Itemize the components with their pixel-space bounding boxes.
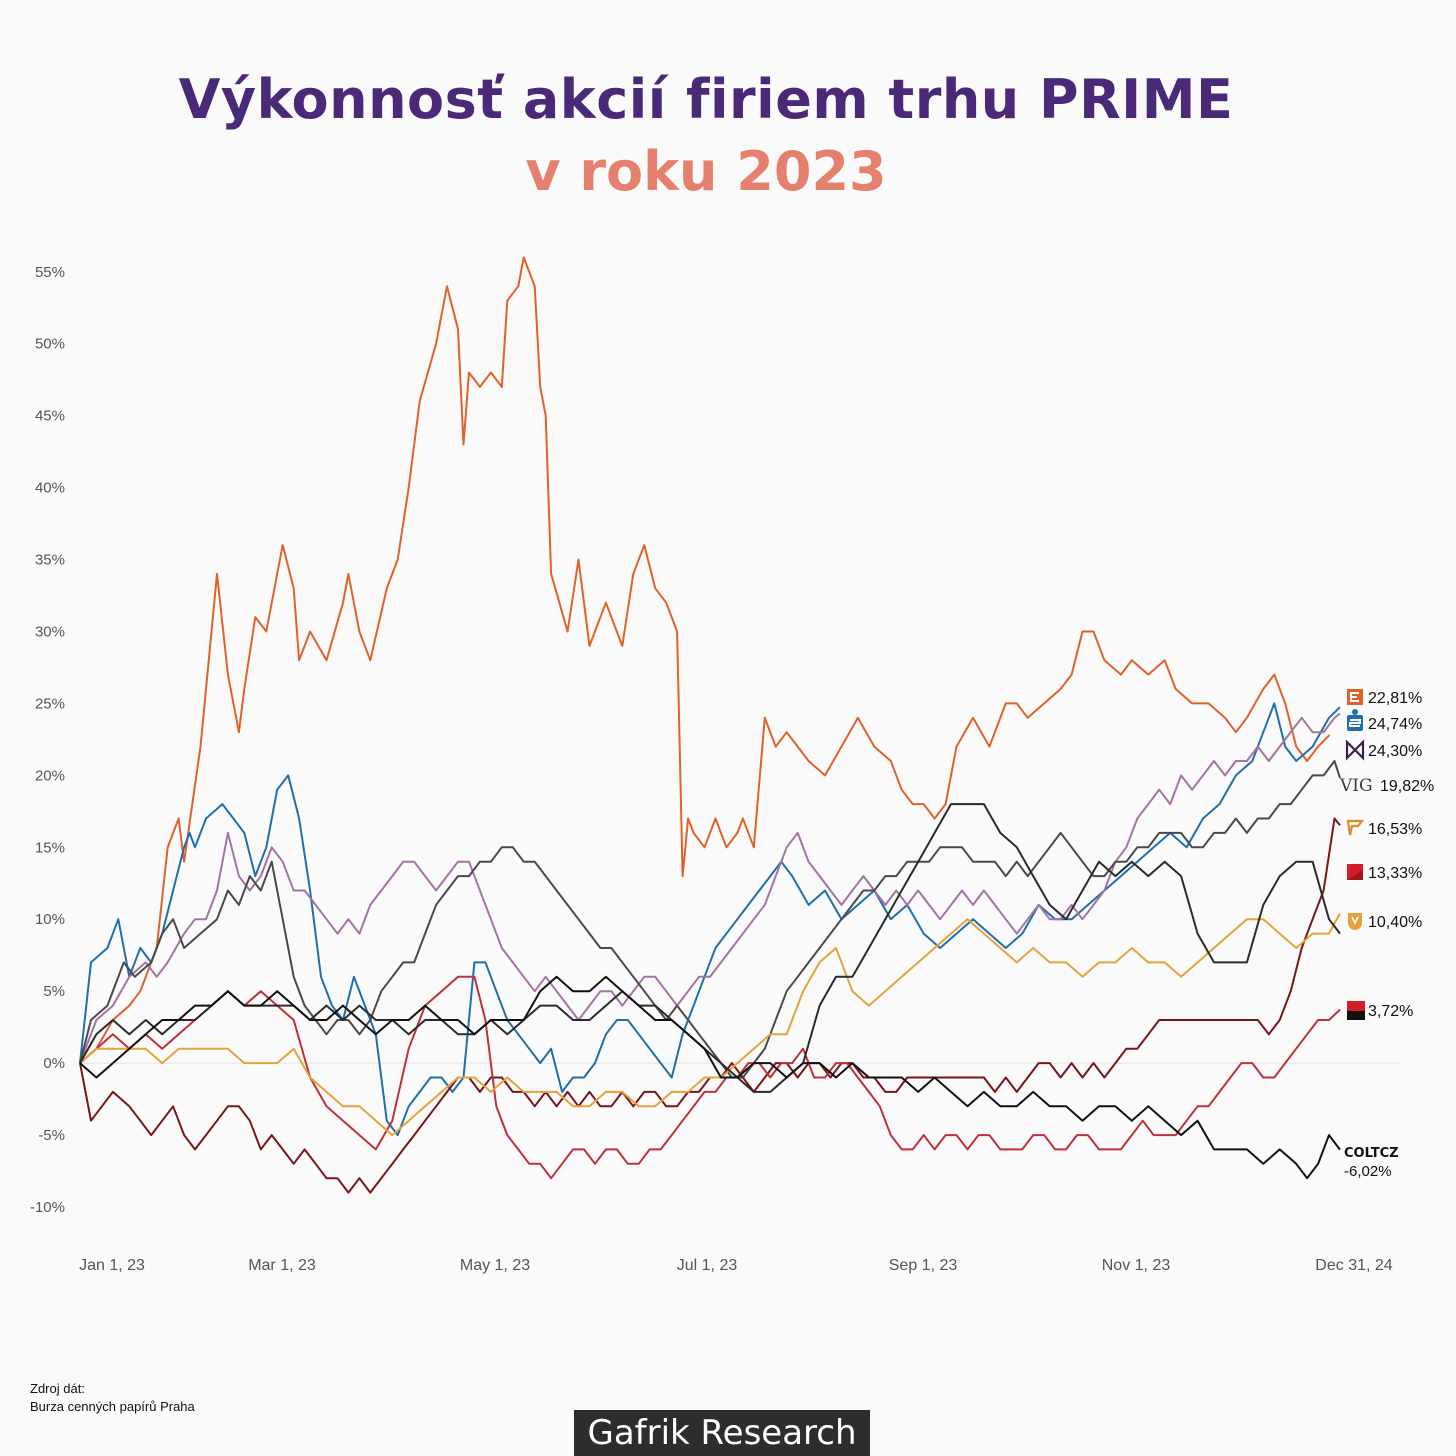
icon-shape	[1345, 739, 1365, 761]
y-tick-label: 25%	[35, 695, 65, 712]
x-tick-label: May 1, 23	[460, 1257, 530, 1274]
y-tick-label: 0%	[43, 1055, 65, 1072]
series-end-label: 3,72%	[1368, 1003, 1413, 1020]
series-line	[79, 702, 1341, 1137]
series-line	[79, 712, 1341, 1064]
y-tick-label: 40%	[35, 480, 65, 497]
icon-e	[1350, 692, 1359, 702]
photon-icon	[1348, 913, 1362, 930]
series-end-value: -6,02%	[1344, 1163, 1392, 1180]
icon-shape	[1346, 819, 1365, 836]
y-tick-label: 5%	[43, 983, 65, 1000]
series-line	[79, 975, 1341, 1180]
series-end-label: COLTCZ	[1344, 1146, 1399, 1161]
series-line	[79, 913, 1341, 1137]
x-tick-label: Sep 1, 23	[889, 1257, 958, 1274]
mon-icon	[1345, 739, 1365, 761]
kofola-icon	[1346, 819, 1365, 836]
series-end-label: 10,40%	[1368, 914, 1422, 931]
x-tick-label: Dec 31, 24	[1315, 1257, 1392, 1274]
icon-dot	[1352, 709, 1358, 715]
x-tick-label: Nov 1, 23	[1102, 1257, 1171, 1274]
icon-bottom	[1347, 1011, 1365, 1020]
y-tick-label: 50%	[35, 336, 65, 353]
chart-subtitle: v roku 2023	[525, 140, 887, 203]
series-line	[79, 256, 1331, 1064]
series-line	[79, 975, 1341, 1180]
erste-icon	[1347, 709, 1363, 731]
y-tick-label: 15%	[35, 839, 65, 856]
series-end-label: 22,81%	[1368, 690, 1422, 707]
series-end-label: 24,74%	[1368, 716, 1422, 733]
y-tick-label: 30%	[35, 623, 65, 640]
colt-icon	[1347, 1001, 1365, 1020]
y-tick-label: 20%	[35, 767, 65, 784]
y-tick-label: 10%	[35, 911, 65, 928]
series-end-label: 13,33%	[1368, 865, 1422, 882]
y-tick-label: 45%	[35, 408, 65, 425]
source-label: Zdroj dát:	[30, 1381, 85, 1396]
icon-s	[1349, 719, 1361, 727]
y-tick-label: 35%	[35, 552, 65, 569]
chart-canvas: 55% 50% 45% 40% 35% 30% 25% 20% 15% 10% 5% 0% -5% -10…	[30, 256, 1434, 1274]
x-tick-label: Jan 1, 23	[79, 1257, 145, 1274]
series-line	[79, 803, 1341, 1093]
series-end-label: 16,53%	[1368, 821, 1422, 838]
brand-logo: Gafrik Research	[574, 1410, 870, 1456]
y-tick-label: 55%	[35, 264, 65, 281]
y-tick-label: -5%	[38, 1127, 65, 1144]
cez-icon	[1347, 689, 1363, 705]
x-tick-label: Mar 1, 23	[248, 1257, 316, 1274]
y-tick-label: -10%	[30, 1199, 65, 1216]
icon-top	[1347, 1001, 1365, 1011]
x-tick-label: Jul 1, 23	[677, 1257, 738, 1274]
source-value: Burza cenných papírů Praha	[30, 1399, 195, 1414]
series-end-label: 24,30%	[1368, 743, 1422, 760]
vig-icon: VIG	[1339, 776, 1373, 796]
icon-mark	[1351, 916, 1359, 925]
chart-title: Výkonnosť akcií firiem trhu PRIME	[178, 68, 1234, 131]
kb-icon	[1347, 864, 1363, 880]
series-end-label: 19,82%	[1380, 778, 1434, 795]
vig-icon-text: VIG	[1339, 776, 1373, 796]
icon-shade	[1347, 870, 1363, 880]
